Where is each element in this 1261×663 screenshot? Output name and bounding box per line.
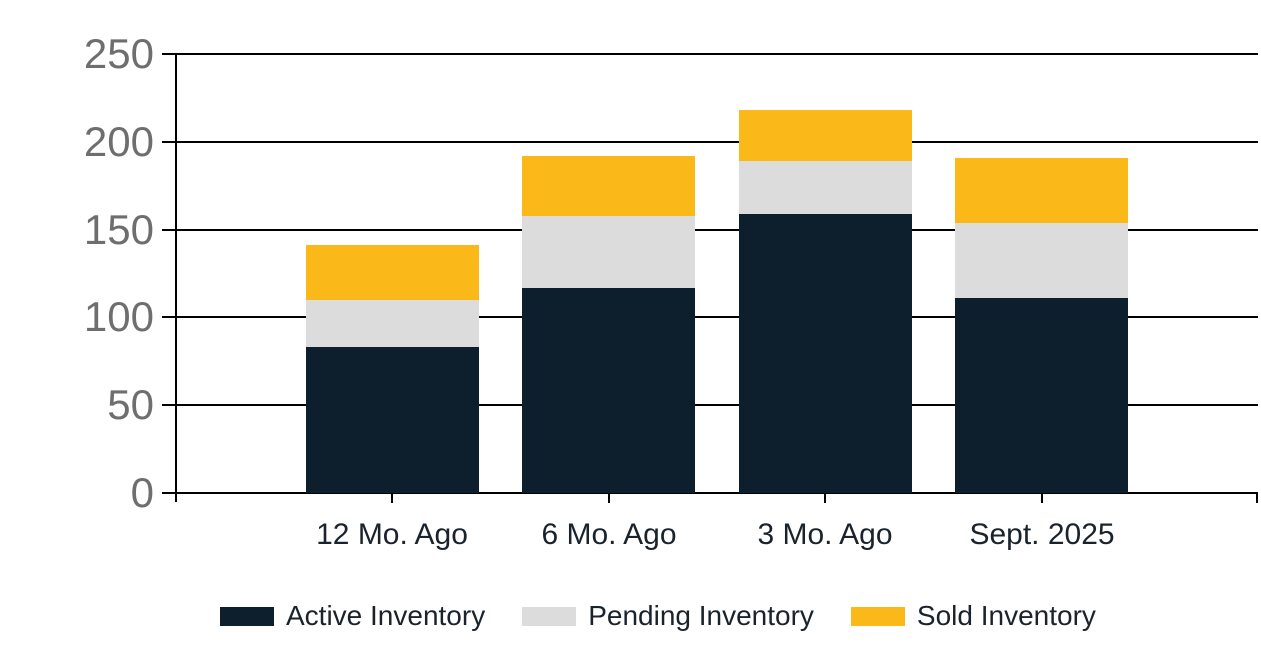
bar-segment-active-inventory [955,298,1128,493]
legend-label: Pending Inventory [588,600,814,631]
y-gridline [176,229,1258,231]
y-axis-label: 50 [107,381,154,428]
x-axis-end-tick [1256,493,1258,503]
y-axis-label: 100 [83,293,154,340]
legend-swatch [522,606,577,626]
y-axis-label: 0 [130,469,154,516]
bar-segment-sold-inventory [522,156,695,216]
x-axis-tick [1041,493,1043,503]
y-axis-label: 200 [83,118,154,165]
y-gridline [176,53,1258,55]
legend-label: Sold Inventory [916,600,1096,631]
legend-item-active-inventory: Active Inventory [220,600,485,632]
plot-area [176,53,1258,494]
y-gridline [176,316,1258,318]
y-gridline [176,492,1258,494]
bar-segment-pending-inventory [739,161,912,214]
bar-segment-sold-inventory [306,245,479,300]
x-axis-tick [391,493,393,503]
y-axis-tick [162,404,176,406]
y-axis-label: 150 [83,206,154,253]
bar-2 [522,156,695,493]
legend-item-pending-inventory: Pending Inventory [522,600,814,632]
chart-legend: Active Inventory Pending Inventory Sold In… [220,600,1096,632]
x-axis-tick [824,493,826,503]
y-axis-tick [162,141,176,143]
legend-item-sold-inventory: Sold Inventory [850,600,1096,632]
y-axis-label: 250 [83,30,154,77]
y-gridline [176,404,1258,406]
y-axis-tick [162,229,176,231]
bar-segment-active-inventory [522,288,695,493]
bar-segment-pending-inventory [955,223,1128,298]
y-gridline [176,141,1258,143]
bar-segment-pending-inventory [306,300,479,347]
legend-label: Active Inventory [286,600,486,631]
bar-segment-sold-inventory [739,110,912,161]
y-axis-line [175,54,177,502]
bar-segment-active-inventory [739,214,912,493]
y-axis-tick [162,53,176,55]
bar-3 [739,110,912,493]
x-axis-label: 3 Mo. Ago [757,518,893,551]
bar-segment-sold-inventory [955,158,1128,223]
legend-swatch [220,606,274,626]
bar-1 [306,245,479,493]
x-axis-label: 12 Mo. Ago [316,518,468,551]
legend-swatch [850,606,905,626]
x-axis-label: 6 Mo. Ago [541,518,677,551]
bar-segment-active-inventory [306,347,479,493]
y-axis-tick [162,316,176,318]
bar-4 [955,158,1128,493]
y-axis-tick [162,492,176,494]
x-axis-tick [608,493,610,503]
x-axis-label: Sept. 2025 [969,518,1115,551]
bar-segment-pending-inventory [522,216,695,288]
